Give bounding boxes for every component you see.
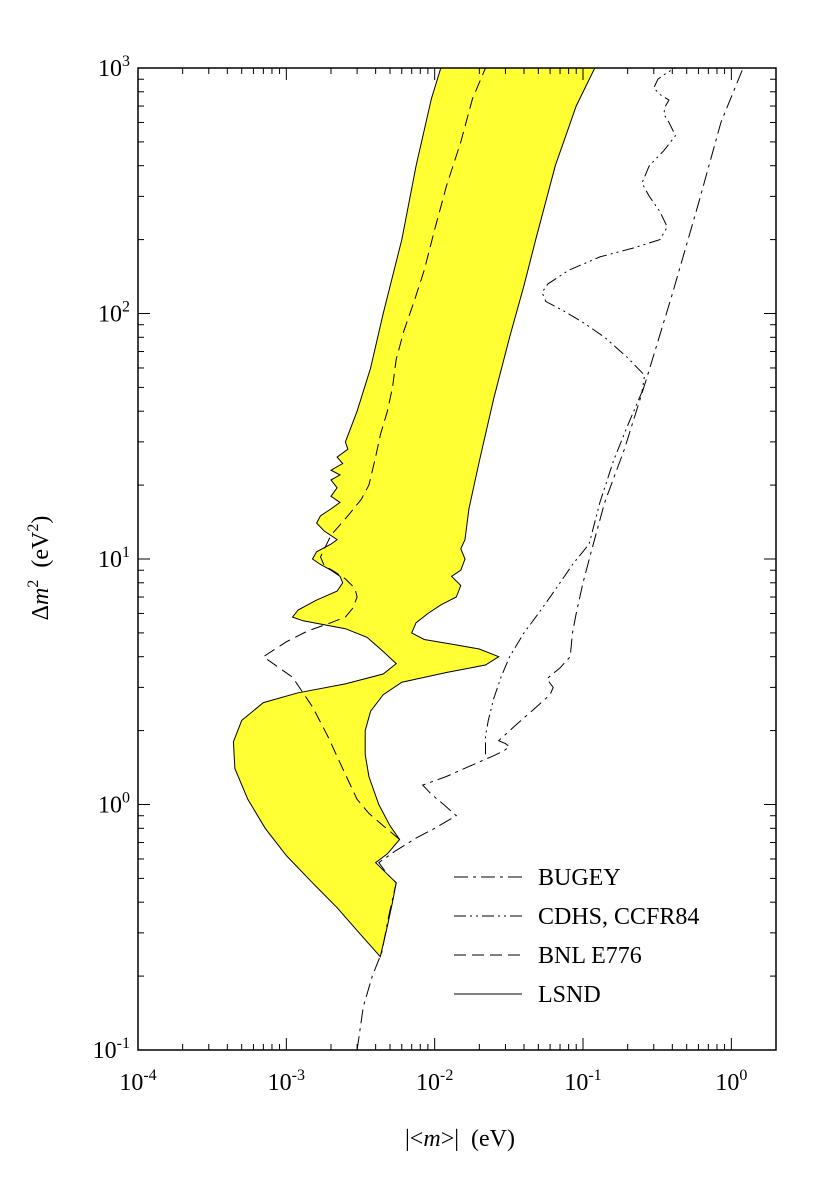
legend-item-bnl-e776: BNL E776 bbox=[454, 943, 642, 969]
lsnd-region-layer bbox=[232, 67, 596, 958]
legend-item-cdhs-ccfr84: CDHS, CCFR84 bbox=[454, 904, 699, 930]
x-axis-label-var: m bbox=[423, 1126, 440, 1152]
y-axis-label-sup: 2 bbox=[25, 580, 42, 588]
legend: BUGEY CDHS, CCFR84 BNL E776 LSND bbox=[454, 865, 699, 1008]
y-axis-label-post: (eV bbox=[28, 531, 54, 580]
x-tick-label: 10-1 bbox=[564, 1067, 601, 1096]
legend-item-bugey: BUGEY bbox=[454, 865, 621, 891]
x-axis-label-post: >| (eV) bbox=[441, 1126, 515, 1152]
legend-label: CDHS, CCFR84 bbox=[538, 904, 699, 930]
x-tick-labels: 10-4 10-3 10-2 10-1 100 bbox=[119, 1067, 747, 1096]
y-axis-label-close: ) bbox=[28, 516, 54, 524]
series-bugey-line bbox=[356, 67, 744, 1051]
y-axis-label-post-sup: 2 bbox=[25, 524, 42, 532]
legend-item-lsnd: LSND bbox=[454, 982, 601, 1008]
y-axis-label-pre: Δ bbox=[28, 605, 54, 620]
y-tick-label: 101 bbox=[98, 544, 130, 573]
y-axis-label: Δm2 (eV2) bbox=[25, 516, 54, 621]
y-tick-label: 102 bbox=[98, 299, 130, 328]
legend-label: BNL E776 bbox=[538, 943, 642, 969]
series-lsnd-region bbox=[232, 67, 596, 958]
x-axis-label-pre: |< bbox=[405, 1126, 423, 1152]
y-tick-label: 100 bbox=[98, 790, 130, 819]
legend-label: LSND bbox=[538, 982, 601, 1008]
y-tick-label: 103 bbox=[98, 53, 130, 82]
y-axis-label-var: m bbox=[28, 588, 54, 605]
x-tick-label: 100 bbox=[715, 1067, 747, 1096]
x-tick-label: 10-4 bbox=[119, 1067, 156, 1096]
y-tick-label: 10-1 bbox=[93, 1035, 130, 1064]
axis-ticks bbox=[137, 67, 777, 1051]
exclusion-curves-layer bbox=[262, 67, 744, 1051]
x-tick-label: 10-2 bbox=[416, 1067, 453, 1096]
x-tick-label: 10-3 bbox=[268, 1067, 305, 1096]
legend-label: BUGEY bbox=[538, 865, 621, 891]
y-tick-labels: 10-1 100 101 102 103 bbox=[93, 53, 130, 1064]
x-axis-label: |<m>| (eV) bbox=[405, 1126, 515, 1152]
